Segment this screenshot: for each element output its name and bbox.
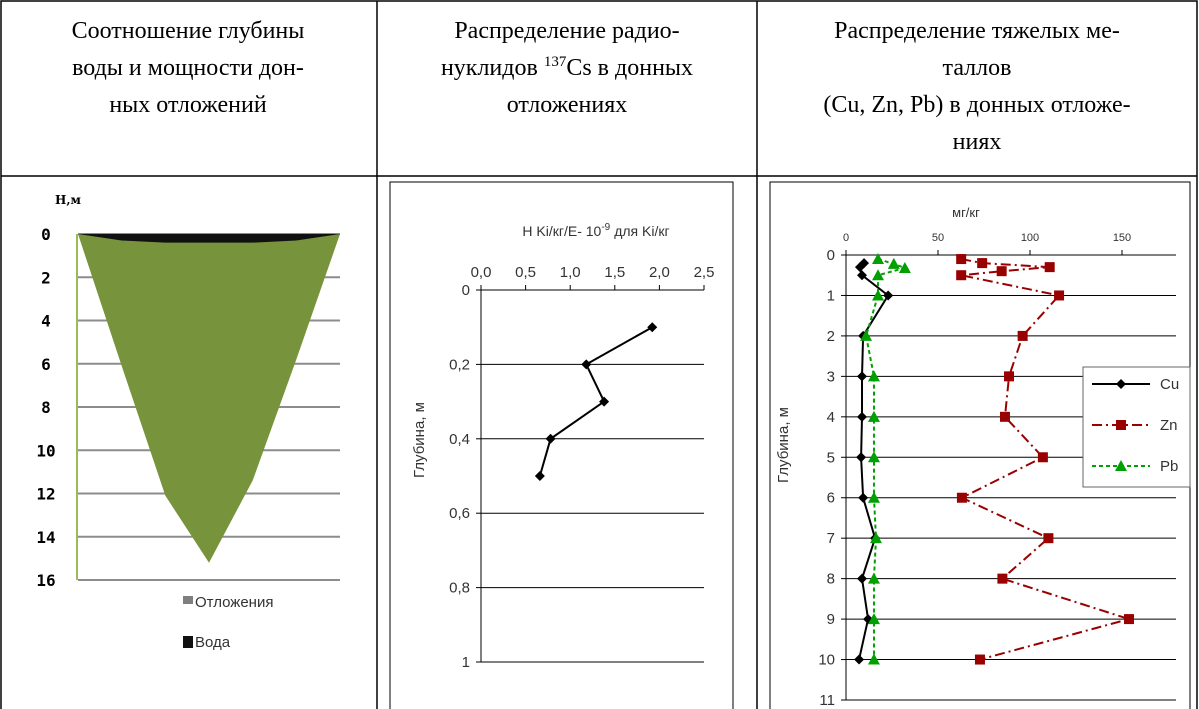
legend-label: Отложения — [195, 594, 273, 611]
axis-label: Глубина, м — [775, 407, 792, 483]
x-tick-label: 50 — [932, 232, 944, 244]
y-tick-label: 0 — [41, 225, 51, 244]
y-tick-label: 0 — [462, 282, 470, 299]
chart-frame — [390, 182, 733, 709]
y-tick-label: 10 — [36, 441, 55, 460]
line — [540, 327, 652, 476]
legend-marker — [1116, 420, 1126, 430]
marker — [997, 266, 1007, 276]
axis-label: мг/кг — [952, 205, 980, 220]
marker — [1043, 533, 1053, 543]
area — [78, 234, 340, 563]
y-tick-label: 2 — [827, 328, 835, 345]
marker — [1038, 452, 1048, 462]
y-tick-label: 0,4 — [449, 431, 470, 448]
marker — [581, 359, 591, 369]
header-line: Распределение тяжелых ме- — [834, 18, 1120, 44]
x-tick-label: 1,5 — [604, 264, 625, 281]
y-tick-label: 11 — [819, 692, 835, 709]
y-tick-label: 6 — [827, 490, 835, 507]
legend-label: Zn — [1160, 417, 1178, 434]
y-tick-label: 8 — [41, 398, 51, 417]
header-line: Распределение радио- — [454, 18, 679, 44]
axis-label-sup: -9 — [601, 222, 610, 233]
marker — [1124, 614, 1134, 624]
header-line: отложениях — [507, 92, 628, 118]
marker — [858, 493, 868, 503]
y-tick-label: 0,6 — [449, 505, 470, 522]
header-text: Cs в донных — [566, 55, 693, 81]
y-tick-label: 1 — [462, 654, 470, 671]
axis-label: Н Ki/кг/Е- 10-9 для Ki/кг — [522, 222, 669, 239]
marker — [975, 655, 985, 665]
y-tick-label: 0,2 — [449, 356, 470, 373]
legend-label: Cu — [1160, 376, 1179, 393]
marker — [956, 254, 966, 264]
page: Соотношение глубины воды и мощности дон-… — [0, 0, 1199, 709]
axis-label-text: для Ki/кг — [614, 223, 669, 239]
y-tick-label: 2 — [41, 268, 51, 287]
y-tick-label: 0,8 — [449, 580, 470, 597]
marker — [857, 371, 867, 381]
x-tick-label: 2,5 — [694, 264, 715, 281]
marker — [856, 452, 866, 462]
header-line: воды и мощности дон- — [72, 55, 304, 81]
y-tick-label: 16 — [36, 571, 55, 590]
axis-label: Глубина, м — [411, 402, 428, 478]
x-tick-label: 0,0 — [471, 264, 492, 281]
y-tick-label: 10 — [818, 652, 835, 669]
marker — [957, 493, 967, 503]
legend-marker — [183, 636, 193, 648]
header-line: (Cu, Zn, Pb) в донных отложе- — [823, 92, 1130, 118]
x-tick-label: 150 — [1113, 232, 1131, 244]
x-tick-label: 2,0 — [649, 264, 670, 281]
marker — [977, 258, 987, 268]
legend-marker — [183, 596, 193, 604]
x-tick-label: 0 — [843, 232, 849, 244]
marker — [888, 258, 900, 269]
header-line: ных отложений — [109, 92, 267, 118]
axis-label-text: Н Ki/кг/Е- 10 — [522, 223, 601, 239]
header-line: ниях — [953, 129, 1002, 155]
marker — [997, 574, 1007, 584]
marker — [1018, 331, 1028, 341]
legend-label: Pb — [1160, 458, 1178, 475]
marker — [647, 322, 657, 332]
marker — [1054, 290, 1064, 300]
marker — [1045, 262, 1055, 272]
header-line: таллов — [943, 55, 1012, 81]
header-sup: 137 — [544, 54, 567, 70]
x-tick-label: 0,5 — [515, 264, 536, 281]
x-tick-label: 100 — [1021, 232, 1039, 244]
header-line: нуклидов 137Cs в донных — [441, 54, 693, 81]
header-text: нуклидов — [441, 55, 538, 81]
y-tick-label: 3 — [827, 368, 835, 385]
marker — [857, 574, 867, 584]
axis-label: Н,м — [55, 193, 82, 207]
legend-label: Вода — [195, 634, 231, 651]
y-tick-label: 7 — [827, 530, 835, 547]
marker — [956, 270, 966, 280]
y-tick-label: 1 — [827, 287, 835, 304]
y-tick-label: 12 — [36, 485, 55, 504]
y-tick-label: 14 — [36, 528, 55, 547]
y-tick-label: 0 — [827, 247, 835, 264]
y-tick-label: 5 — [827, 449, 835, 466]
marker — [1004, 371, 1014, 381]
marker — [1000, 412, 1010, 422]
marker — [854, 655, 864, 665]
marker — [857, 412, 867, 422]
y-tick-label: 4 — [827, 409, 835, 426]
header-line: Соотношение глубины — [72, 18, 305, 44]
y-tick-label: 9 — [827, 611, 835, 628]
y-tick-label: 8 — [827, 571, 835, 588]
y-tick-label: 4 — [41, 312, 51, 331]
y-tick-label: 6 — [41, 355, 51, 374]
marker — [535, 471, 545, 481]
x-tick-label: 1,0 — [560, 264, 581, 281]
